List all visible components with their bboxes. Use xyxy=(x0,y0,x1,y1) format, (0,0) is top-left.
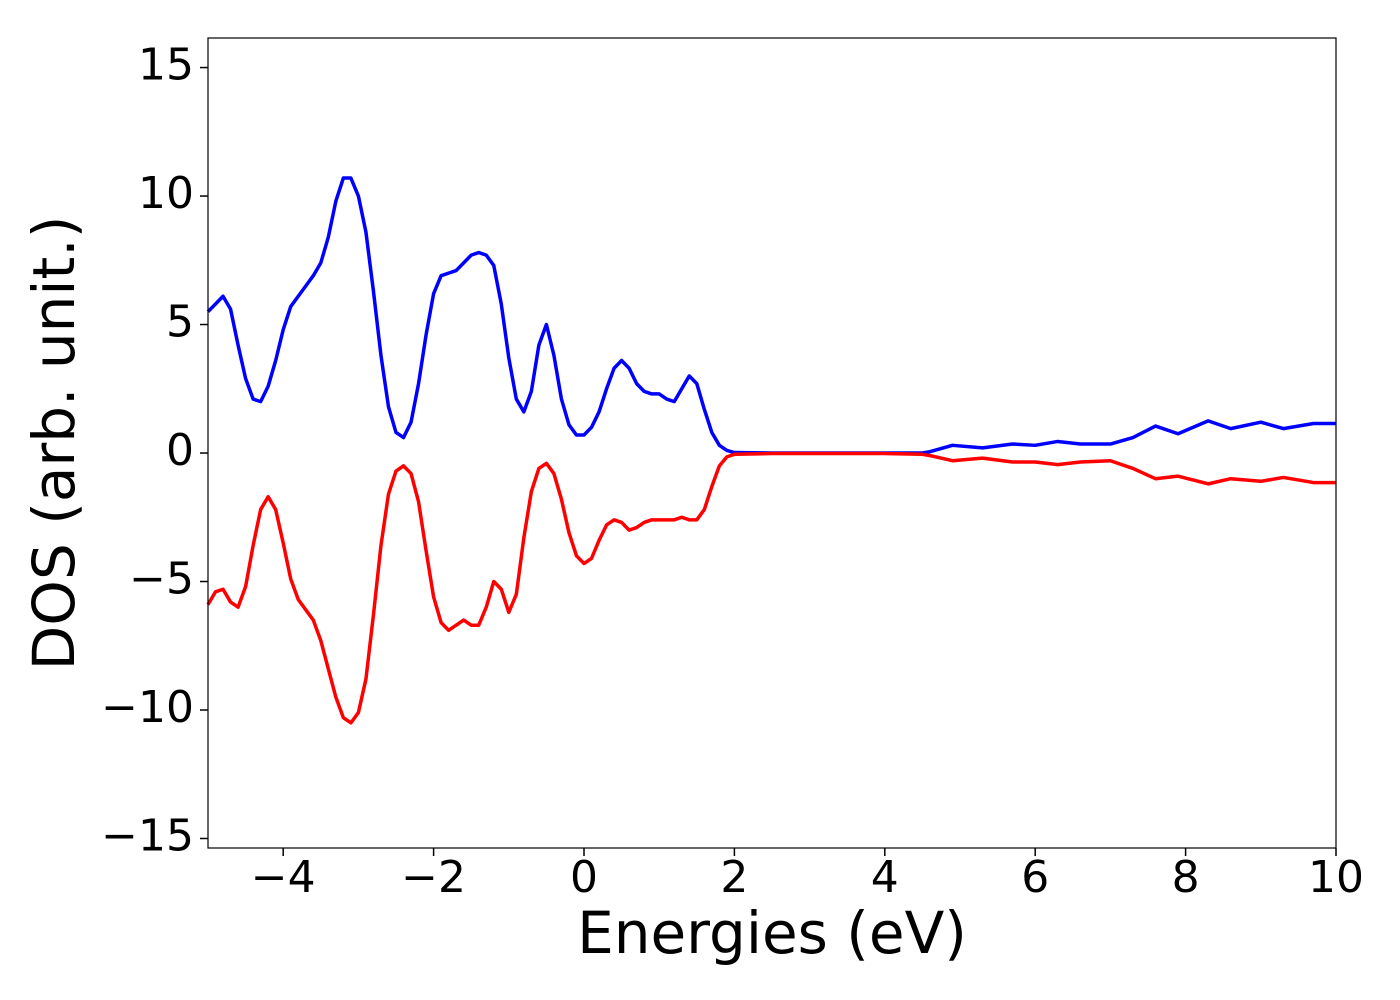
y-tick-label: 15 xyxy=(138,40,194,91)
x-tick-label: 2 xyxy=(720,852,748,903)
x-tick-label: 0 xyxy=(570,852,598,903)
x-tick-label: 6 xyxy=(1021,852,1049,903)
x-tick-label: 8 xyxy=(1172,852,1200,903)
dos-line xyxy=(206,451,1336,725)
dos-line xyxy=(206,176,1336,455)
x-tick-label: 4 xyxy=(871,852,899,903)
x-tick-label: 10 xyxy=(1308,852,1364,903)
y-tick-label: 10 xyxy=(138,168,194,219)
x-tick-label: −2 xyxy=(401,852,466,903)
y-tick-label: 0 xyxy=(166,425,194,476)
y-tick-label: 5 xyxy=(166,297,194,348)
y-axis-label: DOS (arb. unit.) xyxy=(20,216,88,671)
x-tick-label: −4 xyxy=(251,852,316,903)
y-tick-label: −5 xyxy=(129,554,194,605)
plot-frame xyxy=(207,37,1337,849)
x-axis-label: Energies (eV) xyxy=(577,899,967,967)
y-tick-label: −10 xyxy=(101,682,194,733)
y-tick-label: −15 xyxy=(101,810,194,861)
